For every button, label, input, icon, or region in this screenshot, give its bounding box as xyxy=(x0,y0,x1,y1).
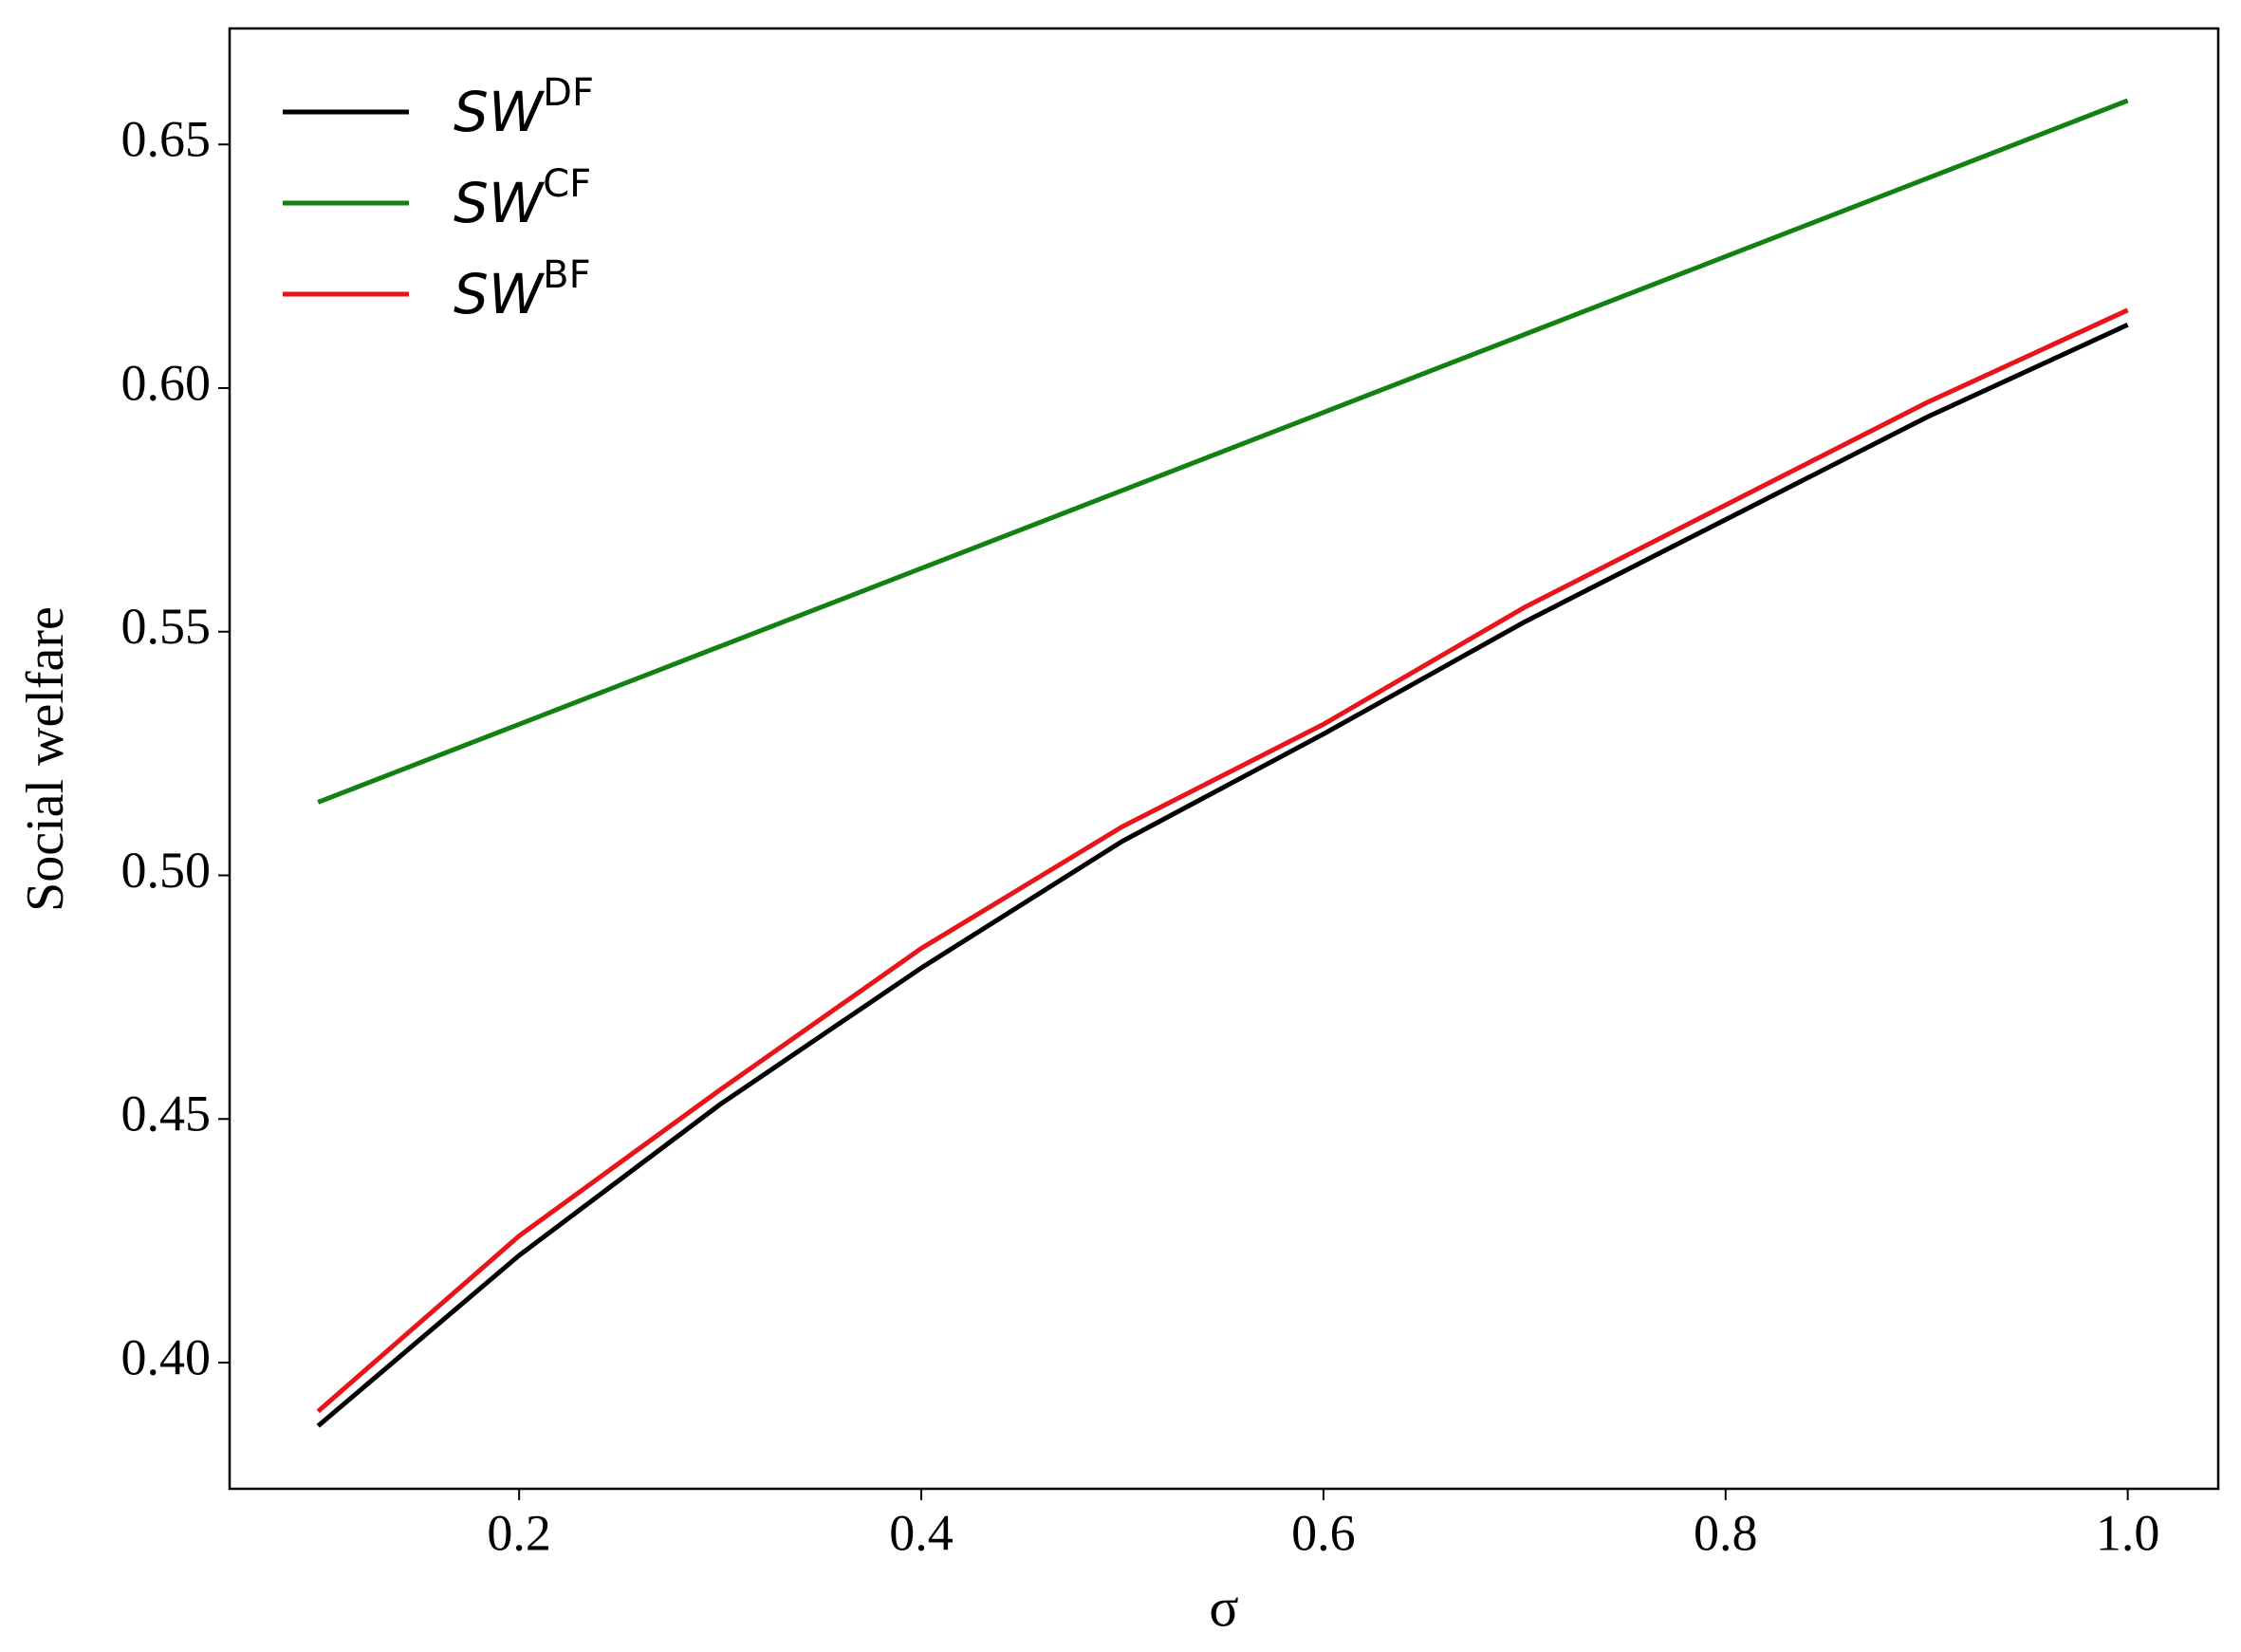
y-tick-label: 0.45 xyxy=(121,1086,212,1142)
legend-label: SWDF xyxy=(454,71,594,144)
y-axis-label: Social welfare xyxy=(16,606,75,912)
y-tick-label: 0.60 xyxy=(121,354,212,411)
legend-label: SWCF xyxy=(454,162,591,235)
y-tick-label: 0.40 xyxy=(121,1328,212,1385)
y-tick-label: 0.50 xyxy=(121,842,212,899)
x-tick-label: 1.0 xyxy=(2096,1504,2160,1561)
x-tick-label: 0.2 xyxy=(487,1504,551,1561)
series-line xyxy=(316,322,2129,1428)
x-tick-label: 0.4 xyxy=(889,1504,954,1561)
x-axis-label: σ xyxy=(1209,1576,1238,1638)
series-line xyxy=(317,98,2129,805)
legend-superscript: CF xyxy=(543,162,591,206)
y-tick-label: 0.55 xyxy=(121,598,212,655)
legend-superscript: BF xyxy=(543,253,590,297)
series-line xyxy=(316,307,2129,1414)
y-tick-label: 0.65 xyxy=(121,111,212,168)
plot-frame xyxy=(228,27,2220,1491)
legend-label: SWBF xyxy=(454,253,591,326)
legend-name: SW xyxy=(454,171,546,235)
legend-superscript: DF xyxy=(543,71,594,115)
x-tick-label: 0.6 xyxy=(1291,1504,1356,1561)
legend-name: SW xyxy=(454,262,546,326)
legend-name: SW xyxy=(454,80,546,144)
x-tick-label: 0.8 xyxy=(1694,1504,1758,1561)
